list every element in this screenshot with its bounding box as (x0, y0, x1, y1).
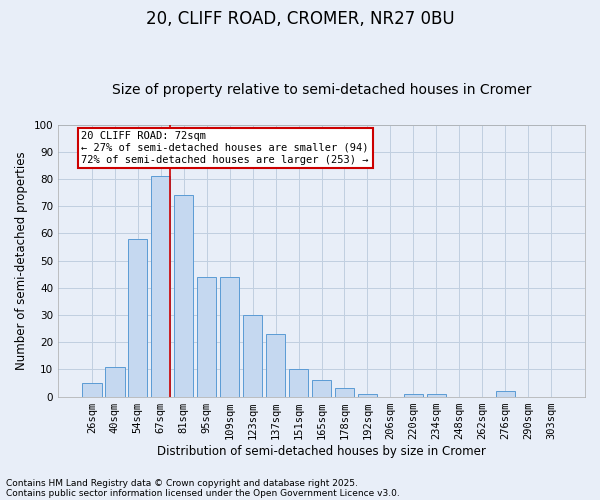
Bar (82, 383, 101, 396)
Bar (105, 366, 125, 396)
Bar (427, 394, 446, 396)
Text: 20, CLIFF ROAD, CROMER, NR27 0BU: 20, CLIFF ROAD, CROMER, NR27 0BU (146, 10, 454, 28)
Bar (197, 277, 217, 396)
Bar (174, 196, 193, 396)
Bar (312, 380, 331, 396)
Bar (220, 277, 239, 396)
Text: Contains public sector information licensed under the Open Government Licence v3: Contains public sector information licen… (6, 488, 400, 498)
Bar (335, 388, 354, 396)
Bar (128, 239, 148, 396)
Bar (243, 315, 262, 396)
Y-axis label: Number of semi-detached properties: Number of semi-detached properties (15, 152, 28, 370)
Bar (151, 176, 170, 396)
X-axis label: Distribution of semi-detached houses by size in Cromer: Distribution of semi-detached houses by … (157, 444, 486, 458)
Bar (496, 391, 515, 396)
Text: 20 CLIFF ROAD: 72sqm
← 27% of semi-detached houses are smaller (94)
72% of semi-: 20 CLIFF ROAD: 72sqm ← 27% of semi-detac… (82, 132, 369, 164)
Bar (289, 370, 308, 396)
Text: Contains HM Land Registry data © Crown copyright and database right 2025.: Contains HM Land Registry data © Crown c… (6, 478, 358, 488)
Bar (404, 394, 423, 396)
Title: Size of property relative to semi-detached houses in Cromer: Size of property relative to semi-detach… (112, 83, 531, 97)
Bar (266, 334, 286, 396)
Bar (358, 394, 377, 396)
